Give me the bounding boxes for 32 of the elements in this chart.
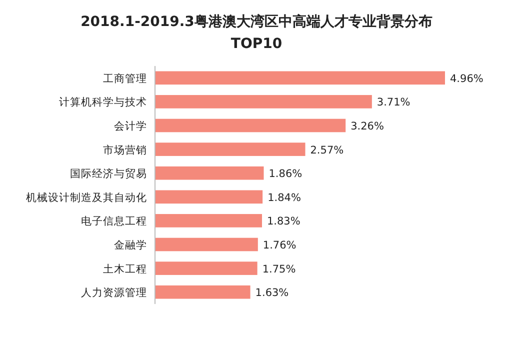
bar — [155, 285, 250, 299]
bar — [155, 238, 258, 252]
y-tick-label: 金融学 — [114, 240, 147, 252]
y-tick-label: 市场营销 — [103, 143, 147, 156]
bar — [155, 214, 262, 228]
bar — [155, 142, 306, 156]
bar — [155, 166, 264, 180]
y-tick-label: 机械设计制造及其自动化 — [26, 190, 147, 204]
bar — [155, 71, 445, 85]
bar — [155, 190, 263, 204]
y-tick-label: 土木工程 — [103, 262, 147, 276]
bar — [155, 118, 346, 132]
data-label: 2.57% — [310, 144, 344, 156]
bar — [155, 262, 258, 275]
data-label: 1.76% — [262, 240, 296, 252]
data-label: 4.96% — [450, 72, 484, 85]
data-label: 1.63% — [255, 287, 289, 300]
y-tick-label: 国际经济与贸易 — [70, 167, 147, 180]
data-label: 3.71% — [376, 96, 410, 109]
bar — [155, 95, 372, 108]
data-label: 1.75% — [262, 263, 296, 276]
data-label: 1.84% — [268, 192, 301, 204]
data-label: 1.86% — [268, 168, 302, 180]
chart-subtitle: TOP10 — [230, 36, 282, 52]
y-tick-label: 会计学 — [114, 120, 147, 132]
y-tick-label: 计算机科学与技术 — [59, 96, 147, 109]
y-tick-label: 工商管理 — [103, 72, 147, 85]
data-label: 1.83% — [266, 216, 300, 228]
y-tick-label: 人力资源管理 — [81, 286, 147, 300]
y-tick-label: 电子信息工程 — [81, 214, 147, 228]
chart-title: 2018.1-2019.3粤港澳大湾区中高端人才专业背景分布 — [80, 13, 432, 30]
data-label: 3.26% — [350, 120, 384, 132]
